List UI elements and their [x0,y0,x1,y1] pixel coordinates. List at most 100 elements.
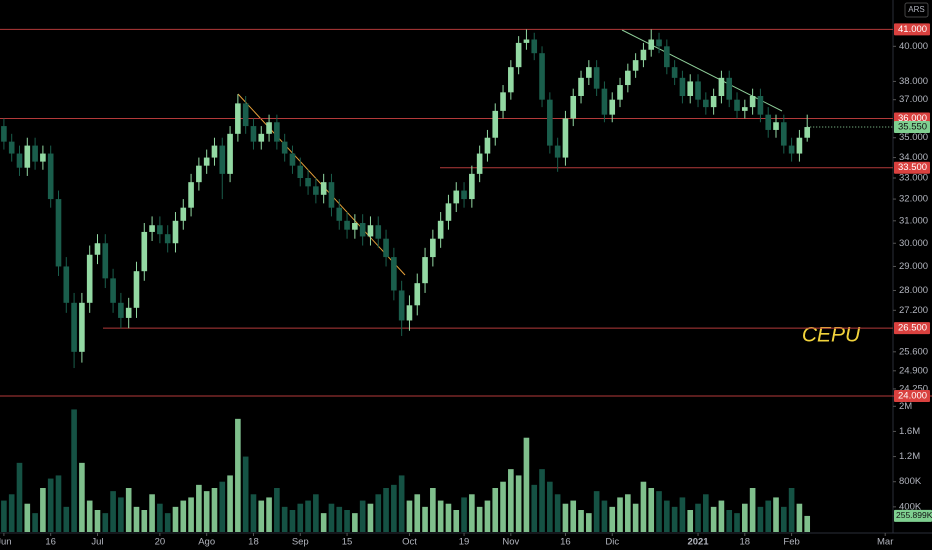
volume-tick-label: 2M [899,401,912,412]
candle-body [196,165,202,183]
volume-bar [125,488,132,532]
volume-bar [344,510,350,532]
volume-bar [305,500,311,532]
volume-bar [656,491,662,532]
candle-body [227,133,233,174]
candle-body [461,190,467,200]
level-label: 33.500 [898,162,927,173]
y-tick-label: 29.000 [899,261,928,272]
x-tick-label: 16 [560,537,571,548]
x-tick-label: 15 [342,537,353,548]
volume-bar [445,503,452,532]
y-tick-label: 24.900 [899,365,928,376]
volume-bar [375,494,382,532]
candle-body [422,257,428,284]
x-tick-label: Mar [877,537,893,548]
y-tick-label: 27.200 [899,305,928,316]
volume-bar [757,506,764,532]
candle-body [656,39,662,47]
x-tick-label: 19 [459,537,470,548]
candle-body [305,178,311,187]
volume-bar [586,513,592,532]
volume-bar [203,491,210,532]
volume-bar [609,506,616,532]
volume-bar [110,491,116,532]
candle-body [172,220,179,244]
currency-box [904,2,929,18]
volume-bar [718,500,725,532]
candle-body [531,39,538,54]
candle-body [203,157,210,166]
candle-body [289,153,296,166]
volume-bar [157,503,163,532]
volume-bar [492,488,499,532]
candle-body [679,77,686,96]
candle-body [344,220,350,230]
candle-body [765,114,772,130]
candle-body [593,67,600,89]
volume-bar [578,510,584,532]
last-price-box [894,121,930,134]
volume-bar [297,503,304,532]
volume-bar [16,462,23,532]
volume-bar [788,488,795,532]
candle-body [492,110,499,138]
y-tick-label: 40.000 [899,41,928,52]
volume-bar [515,475,522,532]
candle-body [570,95,577,119]
candle-body [320,182,327,195]
volume-bar [531,484,538,532]
volume-bar [781,506,787,532]
candle-body [742,107,748,111]
candle-body [141,231,148,272]
volume-bar [547,481,553,532]
candle-body [219,145,226,174]
volume-bar [437,500,444,532]
volume-bar [320,513,327,532]
level-label: 36.000 [898,113,927,124]
volume-bar [765,500,772,532]
volume-bar [289,510,296,532]
volume-bar [664,500,670,532]
volume-bar [196,484,202,532]
candle-body [32,145,38,162]
y-tick-label: 24.250 [899,383,928,394]
volume-bar [726,510,733,532]
volume-bar [469,494,475,532]
candle-body [749,95,756,108]
level-label-box [894,390,930,402]
candle-body [578,77,584,96]
volume-bar [476,506,483,532]
volume-bar [1,500,7,532]
volume-bar [710,506,717,532]
volume-bar [703,494,709,532]
volume-bar [414,494,421,532]
candle-body [414,283,421,306]
level-label-box [894,23,930,36]
candle-body [625,70,631,86]
candle-body [781,122,787,146]
candle-body [258,133,265,142]
candle-body [118,302,124,318]
candle-body [164,234,171,244]
candle-body [695,81,701,100]
volume-bar [47,478,54,532]
volume-bar [562,503,569,532]
candle-body [274,122,280,142]
volume-bar [749,488,756,532]
volume-bar [71,409,77,532]
candle-body [640,49,647,61]
candle-body [297,165,304,179]
volume-bar [24,503,31,532]
candle-body [632,60,639,71]
volume-bar [391,484,397,532]
candle-body [398,290,405,321]
candle-body [664,46,670,68]
volume-bar [352,513,358,532]
candle-body [359,223,366,237]
candle-body [157,225,163,235]
candle-body [180,207,187,221]
volume-bar [102,513,109,532]
candle-body [1,126,7,142]
